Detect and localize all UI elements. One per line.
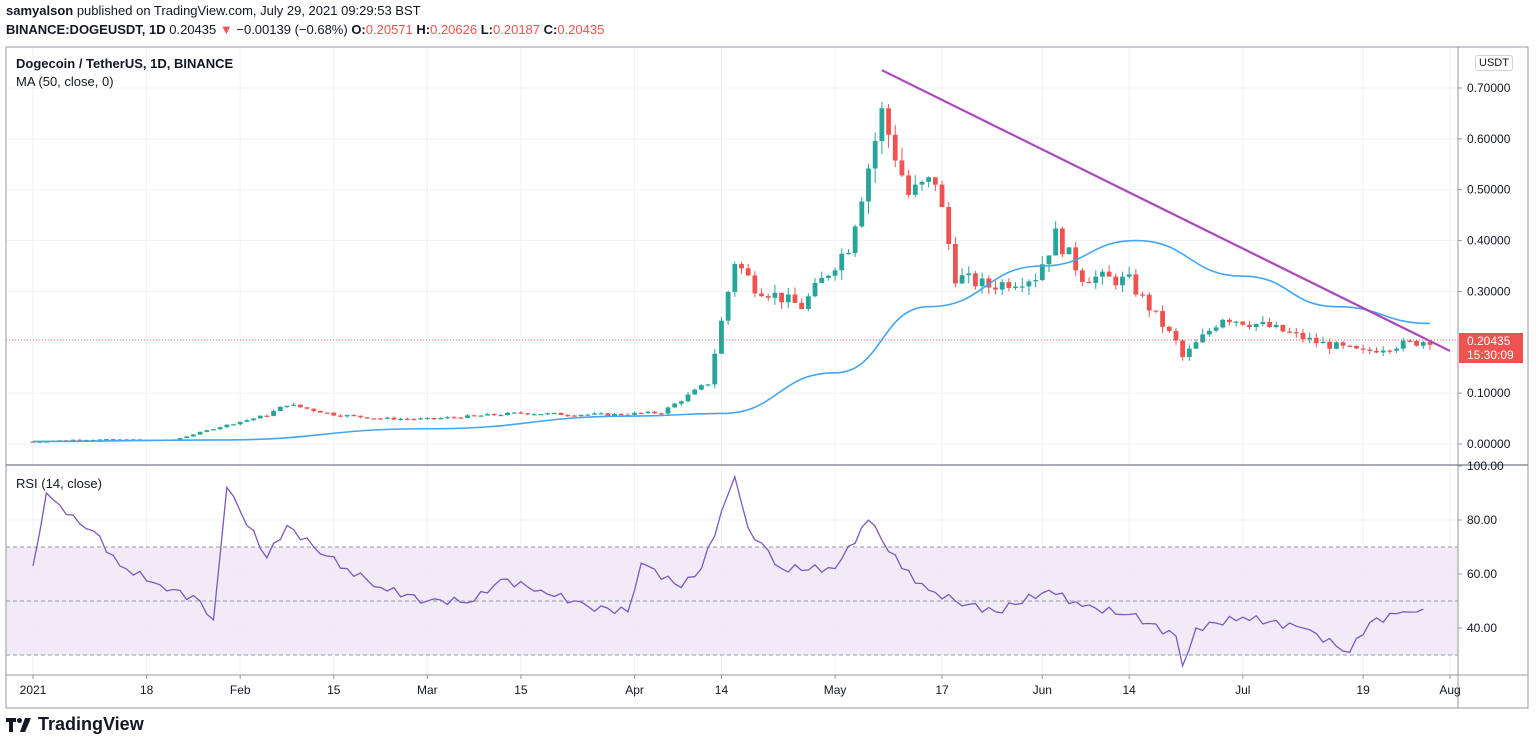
candlestick-series	[30, 101, 1433, 443]
svg-text:Aug: Aug	[1439, 683, 1460, 697]
last-price: 0.20435	[169, 22, 217, 37]
svg-text:0.70000: 0.70000	[1467, 81, 1511, 95]
publish-info: samyalson published on TradingView.com, …	[6, 3, 421, 18]
down-arrow-icon: ▼	[219, 22, 233, 37]
rsi-legend[interactable]: RSI (14, close)	[16, 476, 102, 491]
svg-text:100.00: 100.00	[1467, 459, 1504, 473]
chart-title: Dogecoin / TetherUS, 1D, BINANCE	[16, 56, 234, 71]
time-axis[interactable]: 2021 18 Feb 15 Mar 15 Apr 14 May 17 Jun 14 Jul 19 Aug	[20, 675, 1461, 697]
ohlc-open-value: 0.20571	[365, 22, 413, 37]
last-price-tag-value: 0.20435	[1467, 334, 1511, 348]
svg-text:0.30000: 0.30000	[1467, 284, 1511, 298]
ohlc-close-label: C:	[543, 22, 558, 37]
author-name: samyalson	[6, 3, 74, 18]
svg-text:0.60000: 0.60000	[1467, 132, 1511, 146]
tradingview-logo-icon	[6, 717, 31, 732]
ohlc-low-value: 0.20187	[493, 22, 541, 37]
moving-average-line	[32, 239, 1430, 443]
rsi-line	[32, 474, 1424, 668]
svg-text:60.00: 60.00	[1467, 567, 1497, 581]
currency-badge[interactable]: USDT	[1475, 55, 1513, 71]
svg-text:Mar: Mar	[417, 683, 438, 697]
bar-countdown: 15:30:09	[1467, 348, 1514, 362]
svg-text:80.00: 80.00	[1467, 513, 1497, 527]
svg-text:0.00000: 0.00000	[1467, 437, 1511, 451]
svg-text:Feb: Feb	[230, 683, 251, 697]
svg-text:0.10000: 0.10000	[1467, 386, 1511, 400]
ohlc-high-value: 0.20626	[430, 22, 478, 37]
price-change: −0.00139 (−0.68%)	[236, 22, 348, 37]
svg-text:15: 15	[327, 683, 341, 697]
svg-text:14: 14	[1122, 683, 1136, 697]
ohlc-open-label: O:	[351, 22, 366, 37]
svg-text:Jul: Jul	[1235, 683, 1250, 697]
svg-text:19: 19	[1356, 683, 1370, 697]
ma-legend[interactable]: MA (50, close, 0)	[16, 74, 114, 89]
grid-lines	[6, 47, 1458, 675]
svg-text:40.00: 40.00	[1467, 621, 1497, 635]
svg-text:0.50000: 0.50000	[1467, 183, 1511, 197]
brand-name: TradingView	[38, 714, 144, 734]
chart-frame	[5, 46, 1529, 709]
rsi-band-lines	[6, 546, 1458, 656]
main-legend: Dogecoin / TetherUS, 1D, BINANCE MA (50,…	[16, 56, 233, 89]
svg-text:Jun: Jun	[1033, 683, 1052, 697]
ohlc-high-label: H:	[416, 22, 431, 37]
trendline[interactable]	[881, 69, 1451, 352]
svg-text:0.40000: 0.40000	[1467, 234, 1511, 248]
symbol-info-bar: BINANCE:DOGEUSDT, 1D 0.20435 ▼ −0.00139 …	[6, 22, 604, 37]
svg-text:Apr: Apr	[625, 683, 644, 697]
tradingview-logo[interactable]: TradingView	[6, 714, 144, 735]
ohlc-low-label: L:	[480, 22, 494, 37]
svg-text:2021: 2021	[20, 683, 47, 697]
svg-text:18: 18	[140, 683, 154, 697]
svg-text:14: 14	[715, 683, 729, 697]
published-text: published on TradingView.com, July 29, 2…	[76, 3, 421, 18]
svg-text:17: 17	[935, 683, 949, 697]
svg-text:15: 15	[514, 683, 528, 697]
svg-text:May: May	[824, 683, 847, 697]
rsi-axis[interactable]: 100.00 80.00 60.00 40.00	[1458, 459, 1504, 635]
symbol-label: BINANCE:DOGEUSDT, 1D	[6, 22, 166, 37]
last-price-tag: 0.20435 15:30:09	[1459, 333, 1523, 363]
ohlc-close-value: 0.20435	[557, 22, 605, 37]
price-axis[interactable]: 0.70000 0.60000 0.50000 0.40000 0.30000 0.100…	[1458, 81, 1511, 451]
